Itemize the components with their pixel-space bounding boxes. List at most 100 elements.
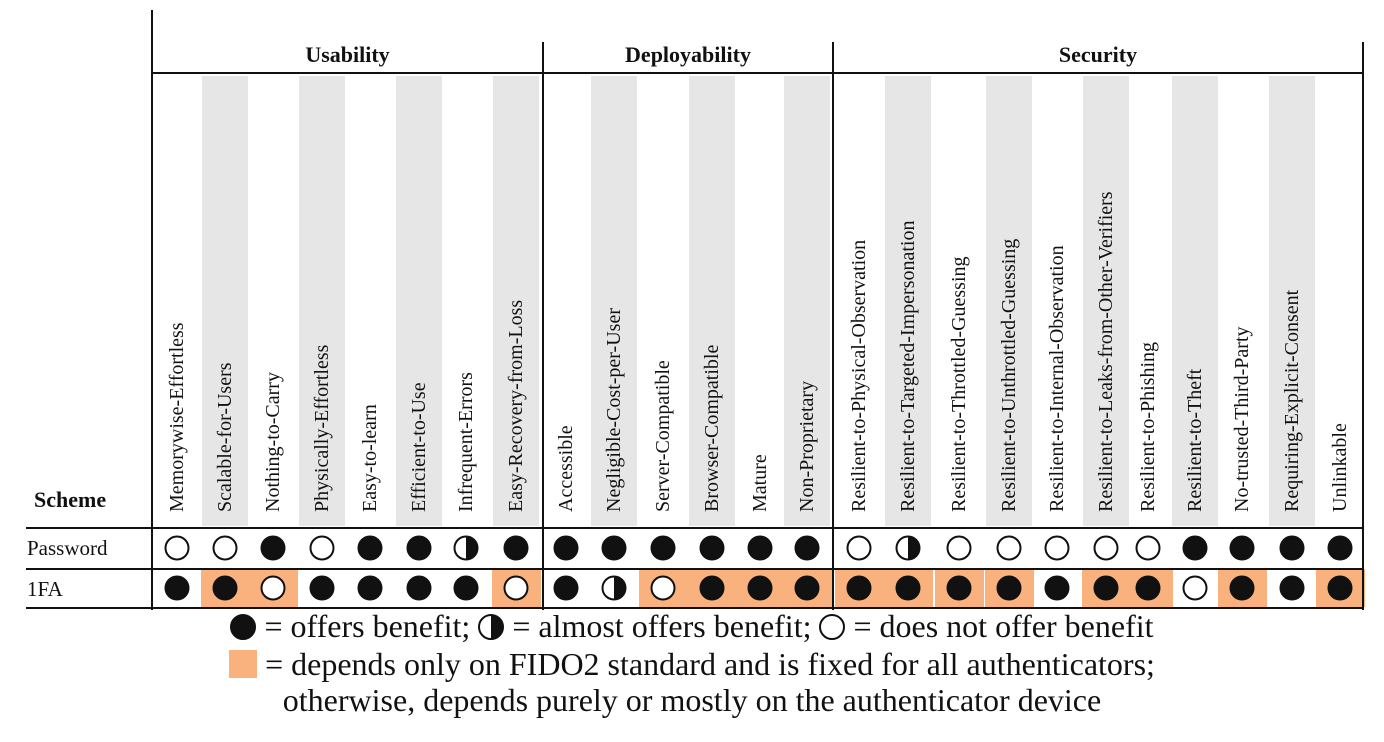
- empty-circle-icon: [946, 535, 972, 561]
- full-circle-icon: [747, 535, 773, 561]
- empty-circle-icon: [309, 535, 335, 561]
- group-divider: [542, 42, 544, 610]
- column-header: Memorywise-Effortless: [166, 322, 188, 512]
- column-shade: [591, 76, 637, 526]
- group-divider: [832, 42, 834, 610]
- column-header: Resilient-to-Targeted-Impersonation: [897, 220, 919, 512]
- full-circle-icon: [260, 535, 286, 561]
- column-shade: [885, 76, 931, 526]
- full-circle-icon: [1327, 535, 1353, 561]
- column-header: Accessible: [555, 425, 577, 512]
- column-header: Browser-Compatible: [701, 344, 723, 512]
- column-header: Resilient-to-Leaks-from-Other-Verifiers: [1095, 191, 1117, 512]
- empty-circle-icon: [212, 535, 238, 561]
- half-circle-icon: [895, 535, 921, 561]
- column-header: Resilient-to-Phishing: [1137, 342, 1159, 512]
- column-header: Resilient-to-Theft: [1184, 368, 1206, 512]
- column-header: Mature: [749, 454, 771, 512]
- column-header: Easy-Recovery-from-Loss: [505, 299, 527, 512]
- legend-swatch-line: = depends only on FIDO2 standard and is …: [0, 646, 1384, 683]
- full-circle-icon: [794, 535, 820, 561]
- column-header: Unlinkable: [1329, 423, 1351, 512]
- full-circle-icon: [230, 614, 257, 640]
- column-header: Physically-Effortless: [311, 344, 333, 512]
- full-circle-icon: [601, 535, 627, 561]
- group-title: Deployability: [625, 42, 751, 67]
- full-circle-icon: [503, 535, 529, 561]
- column-header: Resilient-to-Unthrottled-Guessing: [998, 238, 1020, 512]
- table-right-rule: [1362, 42, 1364, 610]
- full-circle-icon: [212, 575, 238, 601]
- full-circle-icon: [1182, 535, 1208, 561]
- column-shade: [986, 76, 1032, 526]
- full-circle-icon: [1229, 535, 1255, 561]
- table-bottom-rule: [26, 607, 1364, 609]
- legend-swatch-text: = depends only on FIDO2 standard and is …: [265, 646, 1155, 682]
- legend-full-text: = offers benefit;: [264, 608, 471, 644]
- group-title: Security: [1058, 42, 1138, 67]
- empty-circle-icon: [996, 535, 1022, 561]
- row-rule: [26, 568, 1364, 570]
- row-label-1fa: 1FA: [27, 577, 63, 601]
- column-shade: [1172, 76, 1218, 526]
- column-shade: [299, 76, 345, 526]
- column-shade: [202, 76, 248, 526]
- full-circle-icon: [895, 575, 921, 601]
- full-circle-icon: [453, 575, 479, 601]
- full-circle-icon: [1279, 535, 1305, 561]
- full-circle-icon: [1044, 575, 1070, 601]
- column-shade: [396, 76, 442, 526]
- full-circle-icon: [699, 535, 725, 561]
- full-circle-icon: [1327, 575, 1353, 601]
- column-shade: [1083, 76, 1129, 526]
- column-shade: [1269, 76, 1315, 526]
- half-circle-icon: [478, 614, 505, 640]
- legend-symbols: = offers benefit; = almost offers benefi…: [0, 608, 1384, 645]
- full-circle-icon: [650, 535, 676, 561]
- column-header: Nothing-to-Carry: [262, 372, 284, 512]
- full-circle-icon: [357, 535, 383, 561]
- full-circle-icon: [1279, 575, 1305, 601]
- half-circle-icon: [601, 575, 627, 601]
- legend-half-text: = almost offers benefit;: [512, 608, 812, 644]
- full-circle-icon: [406, 535, 432, 561]
- legend-otherwise-line: otherwise, depends purely or mostly on t…: [0, 682, 1384, 719]
- empty-circle-icon: [164, 535, 190, 561]
- full-circle-icon: [553, 535, 579, 561]
- full-circle-icon: [406, 575, 432, 601]
- half-circle-icon: [453, 535, 479, 561]
- column-header: Requiring-Explicit-Consent: [1281, 289, 1303, 512]
- empty-circle-icon: [650, 575, 676, 601]
- full-circle-icon: [164, 575, 190, 601]
- full-circle-icon: [747, 575, 773, 601]
- column-header: Resilient-to-Physical-Observation: [848, 239, 870, 512]
- column-header: Non-Proprietary: [796, 380, 818, 512]
- legend-otherwise-text: otherwise, depends purely or mostly on t…: [282, 682, 1102, 718]
- header-rule: [26, 527, 1364, 529]
- column-shade: [493, 76, 539, 526]
- scheme-header: Scheme: [34, 487, 107, 512]
- column-header: Efficient-to-Use: [408, 382, 430, 512]
- column-header: Easy-to-learn: [359, 404, 381, 512]
- fido2-swatch-icon: [229, 650, 258, 678]
- full-circle-icon: [699, 575, 725, 601]
- empty-circle-icon: [1182, 575, 1208, 601]
- column-header: Server-Compatible: [652, 360, 674, 512]
- legend-empty-text: = does not offer benefit: [853, 608, 1154, 644]
- full-circle-icon: [846, 575, 872, 601]
- column-header: Scalable-for-Users: [214, 362, 236, 512]
- empty-circle-icon: [1044, 535, 1070, 561]
- full-circle-icon: [1229, 575, 1255, 601]
- group-title: Usability: [305, 42, 390, 67]
- column-header: No-trusted-Third-Party: [1231, 326, 1253, 512]
- empty-circle-icon: [819, 614, 846, 640]
- empty-circle-icon: [503, 575, 529, 601]
- column-shade: [689, 76, 735, 526]
- row-label-password: Password: [27, 536, 108, 560]
- column-header: Negligible-Cost-per-User: [603, 308, 625, 512]
- full-circle-icon: [996, 575, 1022, 601]
- full-circle-icon: [1093, 575, 1119, 601]
- empty-circle-icon: [1093, 535, 1119, 561]
- empty-circle-icon: [1135, 535, 1161, 561]
